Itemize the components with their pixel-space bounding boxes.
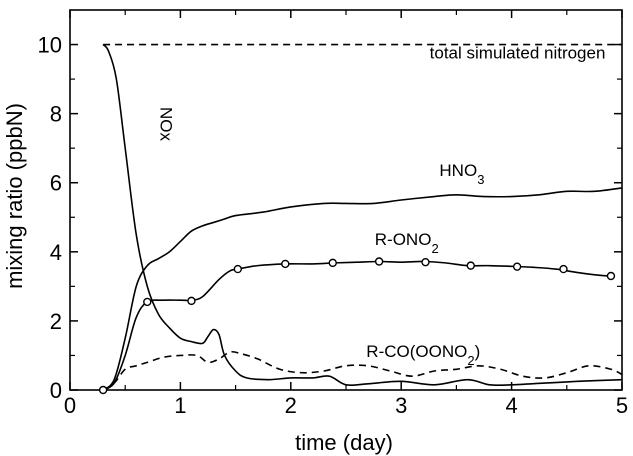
x-tick-label: 0 [64,393,76,418]
markers-layer [98,257,616,395]
y-tick-label: 6 [50,171,62,196]
plot-frame [69,9,623,391]
y-tick-label: 4 [50,240,62,265]
annotation-nox: NOx [157,107,176,142]
y-axis-label: mixing ratio (ppbN) [2,103,27,289]
x-tick-label: 3 [395,393,407,418]
data-point-rono2 [421,257,430,267]
y-tick-label: 10 [38,33,62,58]
annotation-hno3: HNO3 [439,161,484,187]
annotation-total: total simulated nitrogen [430,43,606,62]
data-point-rono2 [328,258,337,268]
data-point-rono2 [98,385,108,395]
data-point-rono2 [374,257,384,266]
series-line-hno3 [102,187,623,391]
x-tick-label: 4 [505,393,517,418]
series-layer [102,43,623,391]
y-tick-label: 0 [50,378,62,403]
series-line-r-ono2 [102,260,612,391]
annotation-rono2: R-ONO2 [375,230,439,256]
y-tick-label: 2 [50,309,62,334]
annotations-layer: total simulated nitrogen HNO3 R-ONO2 R-CO(O… [157,43,606,367]
x-axis-label: time (day) [295,430,393,455]
annotation-rcooono2: R-CO(OONO2) [366,342,480,368]
x-tick-label: 2 [285,393,297,418]
series-line-nox [102,43,623,387]
x-tick-label: 5 [616,393,628,418]
plot-area-border [69,9,623,391]
data-point-rono2 [233,264,243,274]
data-point-rono2 [559,264,568,274]
data-point-rono2 [512,262,522,271]
data-point-rono2 [281,259,290,269]
data-point-rono2 [143,297,152,307]
x-tick-label: 1 [174,393,186,418]
series-line-r-co-oono2 [102,350,623,391]
data-point-rono2 [606,271,616,281]
data-point-rono2 [466,261,475,270]
axis-ticks: 0 1 2 3 4 5 0 2 4 6 8 10 [38,10,628,418]
data-point-rono2 [187,296,196,306]
y-tick-label: 8 [50,102,62,127]
